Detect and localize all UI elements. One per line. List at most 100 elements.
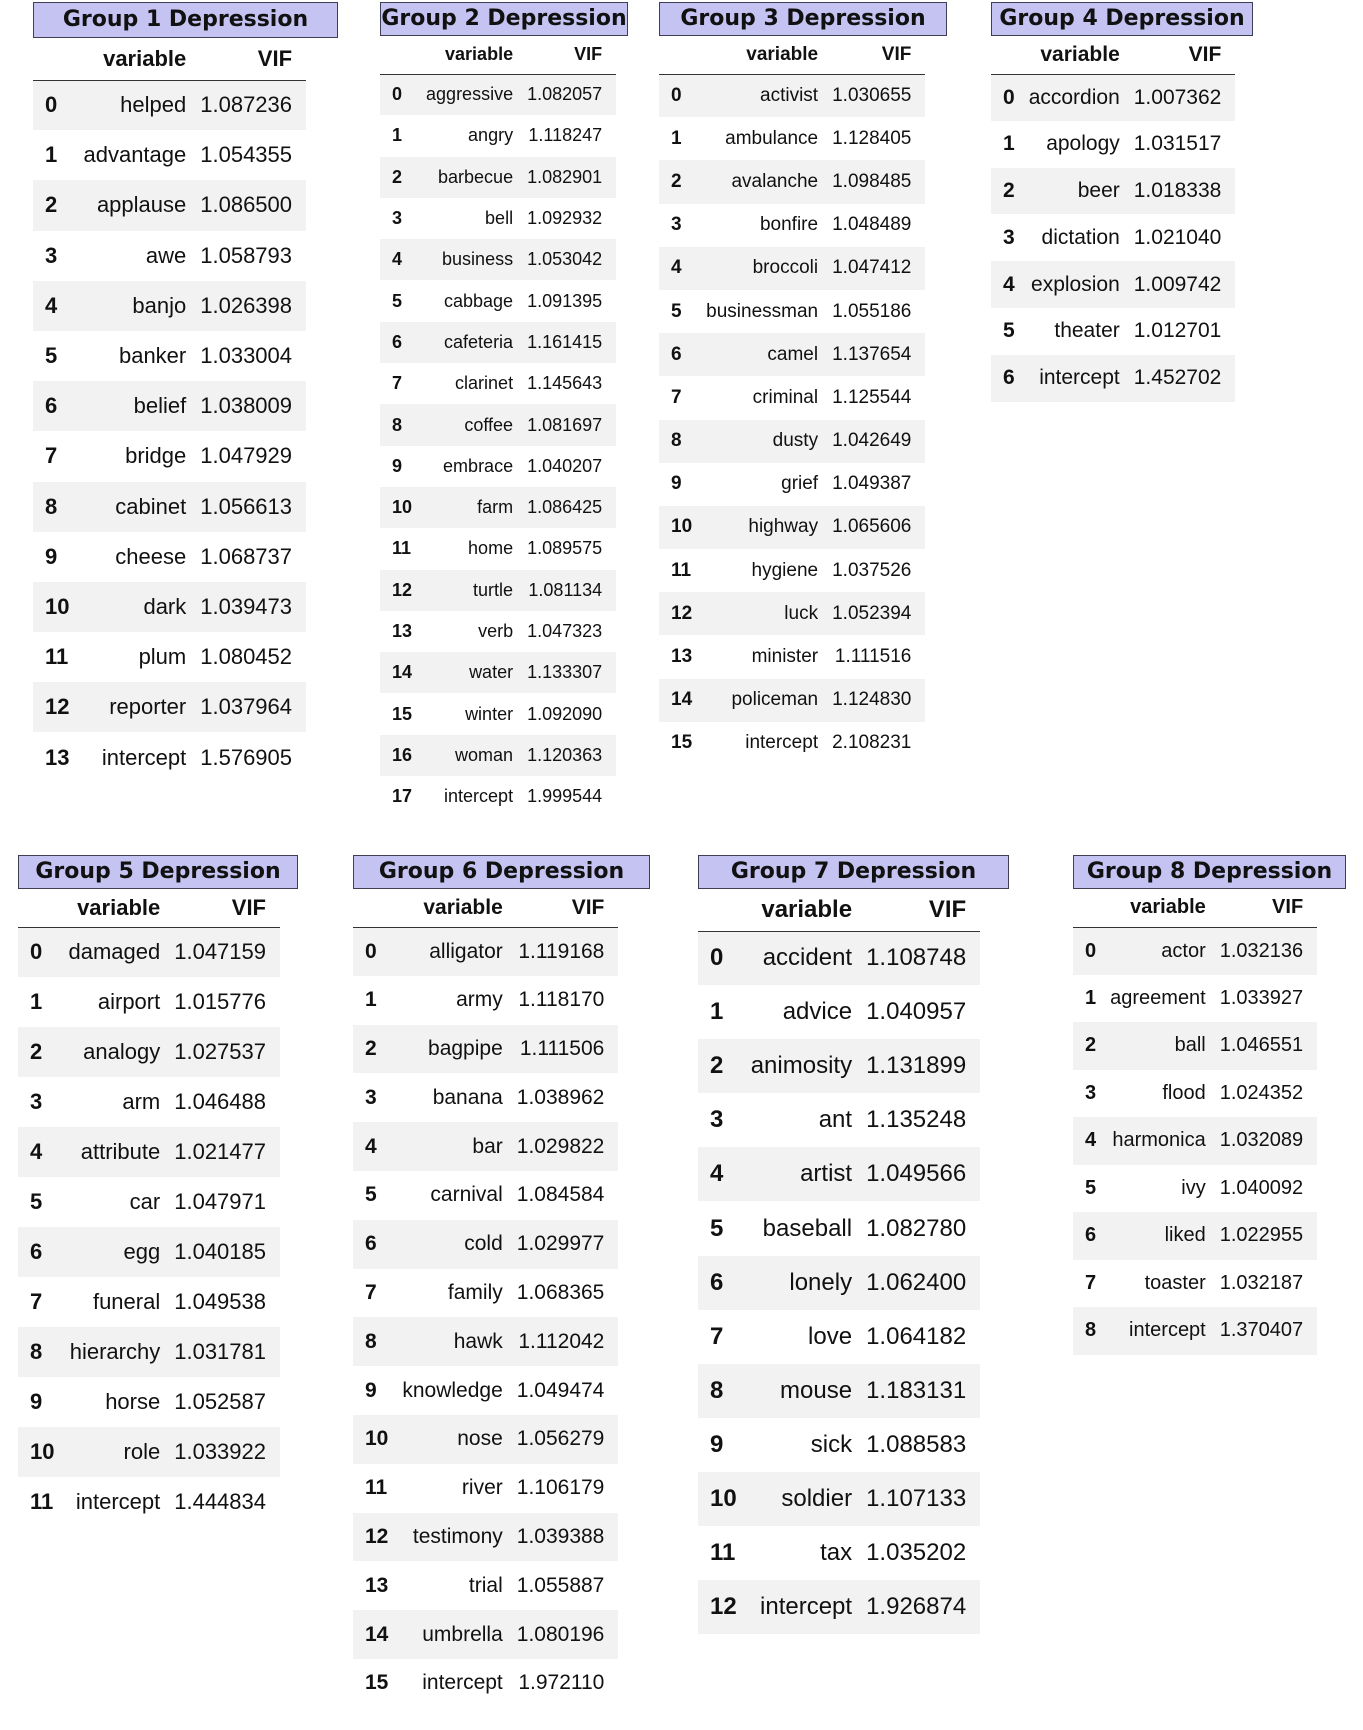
table-row: 7 funeral 1.049538 [18, 1277, 280, 1327]
variable-cell: soldier [750, 1471, 867, 1527]
variable-cell: role [68, 1427, 175, 1477]
table-row: 6 cafeteria 1.161415 [380, 321, 617, 364]
row-index: 15 [659, 721, 707, 765]
vif-cell: 1.056613 [200, 481, 307, 532]
vif-cell: 1.088583 [866, 1417, 981, 1472]
group-title: Group 6 Depression [353, 855, 650, 889]
table-row: 2 animosity 1.131899 [698, 1039, 981, 1094]
row-index: 3 [659, 203, 707, 247]
table-row: 12 reporter 1.037964 [33, 682, 307, 733]
vif-cell: 1.370407 [1219, 1307, 1318, 1355]
row-index: 8 [698, 1363, 751, 1418]
variable-cell: reporter [83, 682, 201, 733]
variable-cell: flood [1110, 1069, 1220, 1117]
vif-cell: 1.049387 [832, 462, 926, 506]
row-index: 11 [659, 549, 707, 593]
vif-cell: 1.444834 [174, 1477, 280, 1527]
variable-header: variable [706, 36, 833, 75]
variable-cell: plum [83, 632, 201, 683]
table-row: 2 avalanche 1.098485 [659, 160, 926, 204]
variable-cell: verb [426, 610, 528, 653]
vif-cell: 1.046488 [174, 1077, 280, 1127]
row-index: 14 [380, 652, 427, 694]
vif-cell: 1.086500 [200, 180, 307, 231]
variable-cell: arm [68, 1077, 175, 1127]
vif-cell: 1.021040 [1133, 214, 1236, 262]
index-header [353, 889, 403, 928]
variable-cell: harmonica [1110, 1117, 1220, 1165]
variable-cell: actor [1110, 927, 1220, 975]
table-row: 0 accordion 1.007362 [991, 74, 1236, 121]
vif-cell: 1.107133 [866, 1471, 981, 1527]
index-header [659, 36, 707, 75]
row-index: 6 [698, 1255, 751, 1310]
row-index: 3 [991, 214, 1029, 262]
vif-cell: 1.047971 [174, 1177, 280, 1227]
row-index: 1 [991, 120, 1029, 168]
vif-cell: 1.049566 [866, 1147, 981, 1202]
row-index: 0 [698, 931, 751, 986]
table-row: 3 bonfire 1.048489 [659, 203, 926, 247]
vif-cell: 1.030655 [832, 74, 926, 118]
variable-cell: intercept [1028, 354, 1134, 402]
variable-cell: beer [1028, 167, 1134, 215]
table-row: 2 ball 1.046551 [1073, 1022, 1318, 1070]
vif-cell: 1.033922 [174, 1427, 280, 1477]
variable-header: variable [402, 889, 517, 928]
variable-cell: egg [68, 1227, 175, 1277]
variable-cell: broccoli [706, 246, 833, 290]
table-row: 8 coffee 1.081697 [380, 404, 617, 446]
variable-cell: theater [1028, 307, 1134, 355]
vif-cell: 2.108231 [832, 721, 926, 765]
table-row: 6 cold 1.029977 [353, 1219, 619, 1269]
variable-cell: woman [426, 734, 528, 777]
vif-cell: 1.032089 [1219, 1117, 1318, 1165]
row-index: 1 [659, 117, 707, 161]
variable-cell: dark [83, 581, 201, 633]
row-index: 3 [353, 1073, 403, 1123]
vif-cell: 1.039473 [200, 581, 307, 633]
table-row: 8 mouse 1.183131 [698, 1363, 981, 1418]
row-index: 0 [18, 927, 69, 977]
table-row: 5 businessman 1.055186 [659, 289, 926, 334]
table-row: 3 dictation 1.021040 [991, 214, 1236, 262]
table-row: 0 activist 1.030655 [659, 74, 926, 118]
row-index: 8 [33, 481, 84, 532]
table-row: 16 woman 1.120363 [380, 734, 617, 777]
table-row: 8 dusty 1.042649 [659, 419, 926, 463]
table-row: 9 sick 1.088583 [698, 1417, 981, 1472]
variable-cell: car [68, 1177, 175, 1227]
table-row: 11 tax 1.035202 [698, 1526, 981, 1581]
row-index: 5 [18, 1177, 69, 1227]
table-row: 13 minister 1.111516 [659, 635, 926, 679]
row-index: 10 [380, 486, 427, 529]
table-row: 9 grief 1.049387 [659, 462, 926, 506]
vif-cell: 1.068365 [516, 1268, 619, 1318]
header-row: variable VIF [18, 889, 280, 928]
variable-cell: love [750, 1309, 867, 1364]
table-row: 8 cabinet 1.056613 [33, 481, 307, 532]
row-index: 4 [18, 1127, 69, 1177]
vif-table: variable VIF 0 damaged 1.047159 1 airport 1.015… [18, 889, 280, 1527]
row-index: 7 [698, 1309, 751, 1364]
variable-cell: clarinet [426, 363, 528, 405]
variable-cell: intercept [750, 1580, 867, 1635]
header-row: variable VIF [698, 889, 981, 932]
row-index: 5 [380, 280, 427, 322]
table-row: 6 belief 1.038009 [33, 381, 307, 432]
row-index: 10 [18, 1427, 69, 1477]
table-row: 7 criminal 1.125544 [659, 376, 926, 420]
row-index: 4 [1073, 1117, 1111, 1165]
vif-cell: 1.161415 [527, 321, 617, 364]
variable-cell: attribute [68, 1127, 175, 1177]
vif-cell: 1.112042 [516, 1317, 619, 1367]
table-row: 10 highway 1.065606 [659, 505, 926, 550]
header-row: variable VIF [33, 38, 307, 81]
table-row: 12 testimony 1.039388 [353, 1512, 619, 1562]
table-row: 5 carnival 1.084584 [353, 1170, 619, 1220]
table-row: 10 farm 1.086425 [380, 486, 617, 529]
vif-cell: 1.038009 [200, 381, 307, 432]
variable-cell: accident [750, 931, 867, 986]
vif-table: variable VIF 0 actor 1.032136 1 agreement 1.033… [1073, 889, 1318, 1355]
row-index: 11 [33, 632, 84, 683]
